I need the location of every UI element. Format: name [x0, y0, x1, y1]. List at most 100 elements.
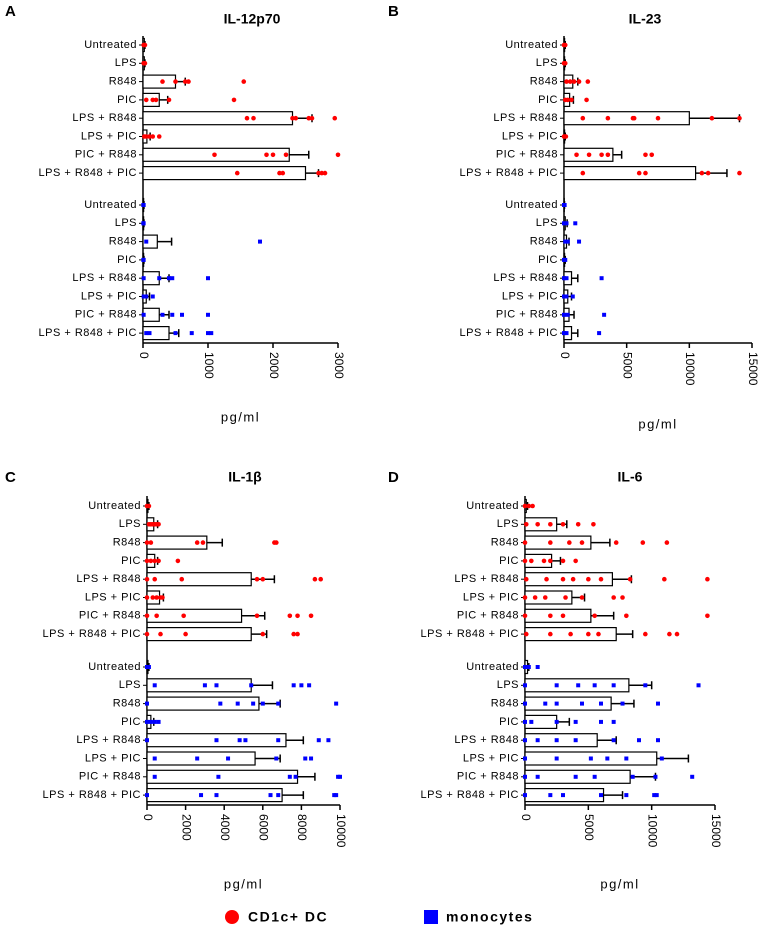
data-point	[654, 793, 659, 798]
data-point	[206, 331, 210, 336]
data-point	[580, 170, 586, 176]
data-point	[596, 631, 601, 637]
category-label: LPS + PIC	[463, 752, 519, 764]
data-point	[145, 793, 149, 798]
data-point	[295, 613, 300, 619]
category-label: LPS + PIC	[81, 130, 137, 142]
chart-title: IL-1β	[228, 469, 262, 485]
data-point	[571, 79, 577, 84]
data-point	[599, 276, 604, 281]
error-bar	[616, 630, 634, 639]
data-point	[605, 152, 611, 158]
category-label: LPS + R848 + PIC	[421, 628, 520, 640]
data-point	[667, 631, 672, 637]
data-point	[231, 97, 237, 103]
x-tick-label: 10000	[683, 352, 697, 386]
data-point	[287, 613, 293, 619]
error-bar	[551, 556, 562, 565]
data-point	[535, 665, 540, 669]
data-point	[554, 756, 559, 761]
bar	[142, 111, 294, 126]
data-point	[237, 738, 242, 743]
bar	[146, 769, 299, 784]
data-point	[631, 115, 637, 121]
data-point	[548, 558, 553, 564]
error-bar	[689, 114, 741, 123]
data-point	[144, 540, 150, 545]
panel-label: D	[388, 469, 399, 486]
data-point	[307, 683, 312, 688]
data-point	[166, 97, 172, 103]
data-point	[144, 294, 149, 299]
data-point	[156, 134, 162, 139]
category-label: LPS + R848	[454, 734, 519, 746]
data-point	[260, 631, 266, 637]
data-point	[569, 97, 574, 103]
category-label: LPS + PIC	[85, 591, 141, 603]
data-point	[532, 595, 538, 600]
data-point	[143, 134, 149, 139]
data-point	[291, 683, 296, 688]
data-point	[234, 170, 240, 176]
data-point	[322, 170, 328, 176]
data-point	[523, 631, 529, 637]
legend-marker	[225, 910, 239, 924]
x-tick-label: 0	[519, 814, 533, 821]
data-point	[611, 595, 616, 600]
data-point	[194, 540, 200, 545]
data-point	[522, 613, 528, 619]
data-point	[303, 756, 308, 761]
data-point	[312, 576, 318, 582]
data-point	[251, 701, 256, 706]
data-point	[276, 793, 281, 798]
x-tick-label: 2000	[179, 814, 193, 841]
category-label: LPS + R848	[72, 112, 137, 124]
data-point	[563, 134, 569, 139]
data-point	[206, 312, 210, 317]
data-point	[319, 170, 325, 176]
data-point	[274, 756, 279, 761]
data-point	[611, 719, 616, 724]
data-point	[173, 79, 178, 84]
data-point	[624, 613, 629, 619]
data-point	[264, 152, 269, 158]
data-point	[189, 331, 194, 336]
data-point	[144, 631, 150, 637]
data-point	[144, 331, 149, 336]
category-label: LPS + R848	[76, 573, 141, 585]
category-label: Untreated	[88, 661, 141, 673]
data-point	[656, 701, 660, 706]
data-point	[150, 294, 155, 299]
data-point	[567, 79, 573, 84]
category-label: LPS	[115, 217, 137, 229]
bar	[142, 74, 177, 89]
data-point	[643, 631, 648, 637]
category-label: LPS + PIC	[85, 752, 141, 764]
category-label: LPS + R848	[72, 272, 137, 284]
data-point	[270, 152, 276, 158]
x-tick-label: 15000	[746, 352, 758, 386]
data-point	[156, 522, 161, 527]
x-tick-label: 4000	[218, 814, 232, 841]
data-point	[535, 522, 540, 527]
data-point	[576, 683, 581, 688]
data-point	[624, 793, 629, 798]
bar	[146, 696, 260, 711]
data-point	[293, 774, 298, 779]
data-point	[662, 576, 667, 582]
data-point	[181, 613, 186, 619]
category-label: LPS	[536, 57, 558, 69]
data-point	[167, 276, 171, 281]
data-point	[218, 701, 223, 706]
data-point	[562, 61, 568, 66]
data-point	[175, 558, 181, 564]
bar	[146, 678, 252, 693]
data-point	[575, 522, 581, 527]
x-axis-label: pg/ml	[600, 876, 639, 891]
data-point	[560, 613, 566, 619]
data-point	[586, 631, 591, 637]
error-bar	[571, 274, 579, 283]
data-point	[599, 793, 603, 798]
data-point	[202, 683, 207, 688]
data-point	[573, 774, 578, 779]
